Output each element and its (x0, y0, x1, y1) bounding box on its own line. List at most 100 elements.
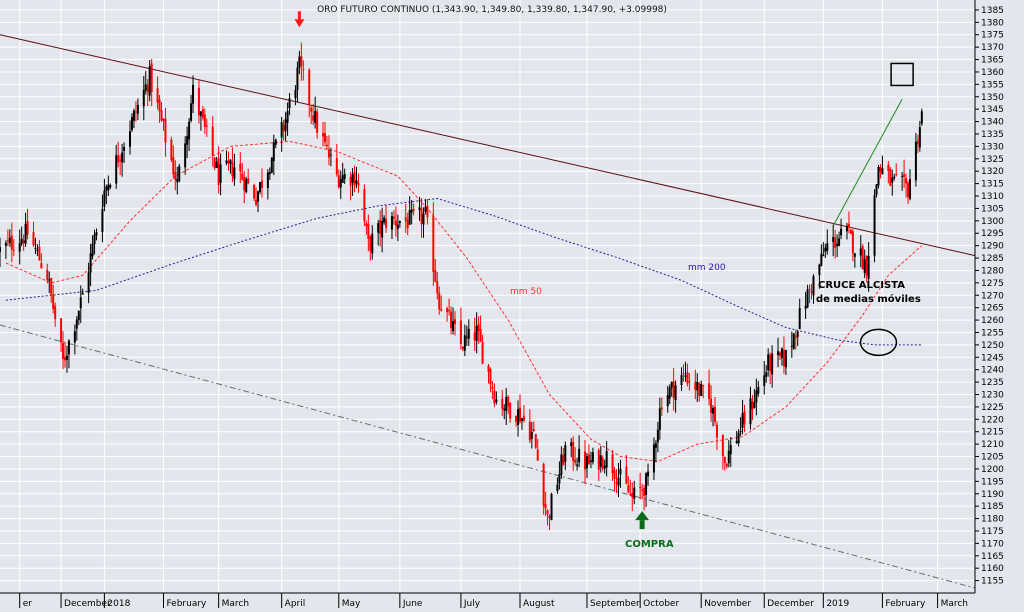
candle-body (365, 223, 368, 227)
candle-body (796, 331, 799, 337)
candle-body (38, 246, 41, 261)
y-tick-label: 1245 (981, 353, 1004, 363)
candle-body (379, 220, 382, 234)
candle-body (448, 310, 451, 312)
y-tick-label: 1235 (981, 378, 1004, 388)
candle-body (452, 321, 455, 331)
y-tick-label: 1175 (981, 527, 1004, 537)
candle-body (818, 264, 821, 276)
candle-body (150, 63, 153, 92)
candle-body (170, 139, 173, 161)
candle-body (633, 487, 636, 499)
candle-body (241, 173, 244, 180)
candle-body (10, 235, 13, 250)
y-tick-label: 1255 (981, 328, 1004, 338)
y-tick-label: 1285 (981, 254, 1004, 264)
candle-body (834, 237, 837, 248)
candle-body (284, 119, 287, 132)
candle-body (849, 229, 852, 234)
candle-body (322, 132, 325, 137)
candle-body (48, 279, 51, 281)
y-tick-label: 1165 (981, 552, 1004, 562)
y-tick-label: 1355 (981, 80, 1004, 90)
candle-body (528, 421, 531, 441)
candle-body (371, 233, 374, 254)
candle-body (337, 175, 340, 188)
candle-body (420, 208, 423, 224)
candle-body (477, 324, 480, 331)
candle-body (670, 381, 673, 388)
y-tick-label: 1350 (981, 93, 1004, 103)
candle-body (93, 234, 96, 245)
candle-body (190, 103, 193, 121)
candle-body (721, 434, 724, 456)
candle-body (54, 305, 57, 320)
candle-body (440, 309, 443, 311)
candle-body (335, 158, 338, 175)
y-tick-label: 1315 (981, 180, 1004, 190)
candle-body (178, 166, 181, 182)
candle-body (192, 84, 195, 104)
candle-body (436, 280, 439, 294)
candle-body (520, 418, 523, 422)
candle-body (765, 372, 768, 377)
candle-body (65, 355, 68, 360)
candle-body (519, 407, 521, 422)
y-tick-label: 1225 (981, 403, 1004, 413)
candle-body (684, 375, 687, 377)
candle-body (270, 158, 273, 173)
candle-body (434, 270, 437, 282)
candle-body (491, 386, 494, 389)
candle-body (893, 176, 896, 179)
candle-body (148, 66, 151, 96)
y-tick-label: 1170 (981, 539, 1004, 549)
candle-body (643, 487, 646, 496)
y-tick-label: 1320 (981, 167, 1004, 177)
candle-body (404, 217, 407, 221)
candle-body (253, 184, 256, 199)
candle-body (129, 131, 131, 147)
candle-body (479, 328, 482, 342)
candle-body (916, 140, 919, 145)
candle-body (712, 407, 715, 414)
candle-body (859, 248, 862, 256)
candle-body (708, 383, 711, 400)
x-tick-label: May (342, 599, 361, 608)
candle-body (40, 263, 43, 269)
candle-body (215, 161, 218, 168)
candle-body (487, 365, 490, 372)
candle-body (534, 434, 537, 448)
candle-body (867, 255, 870, 279)
candle-body (641, 489, 644, 491)
candle-body (26, 221, 29, 235)
candle-body (158, 99, 161, 112)
candle-body (503, 408, 506, 411)
y-tick-label: 1305 (981, 204, 1004, 214)
candle-body (907, 183, 910, 198)
candle-body (390, 216, 393, 230)
candle-body (213, 157, 216, 168)
candle-body (702, 385, 705, 387)
candle-body (32, 232, 35, 246)
axes: 1155 1160 1165 1170 1175 1180 1185 1190 1195 1200… (0, 0, 1004, 609)
candle-body (79, 297, 82, 309)
candle-body (398, 220, 401, 224)
y-tick-label: 1375 (981, 31, 1004, 41)
candles (0, 42, 923, 531)
candle-body (132, 110, 135, 121)
candle-body (188, 121, 191, 140)
y-tick-label: 1270 (981, 291, 1004, 301)
candle-body (654, 443, 657, 448)
candle-body (558, 473, 561, 484)
y-tick-label: 1275 (981, 279, 1004, 289)
candle-body (463, 335, 466, 351)
candle-body (739, 431, 742, 433)
candle-body (385, 218, 388, 228)
grid-layer (0, 0, 975, 593)
candle-body (751, 401, 754, 410)
candle-body (696, 381, 699, 391)
candle-body (918, 127, 921, 148)
y-tick-label: 1280 (981, 266, 1004, 276)
candle-body (619, 468, 622, 475)
